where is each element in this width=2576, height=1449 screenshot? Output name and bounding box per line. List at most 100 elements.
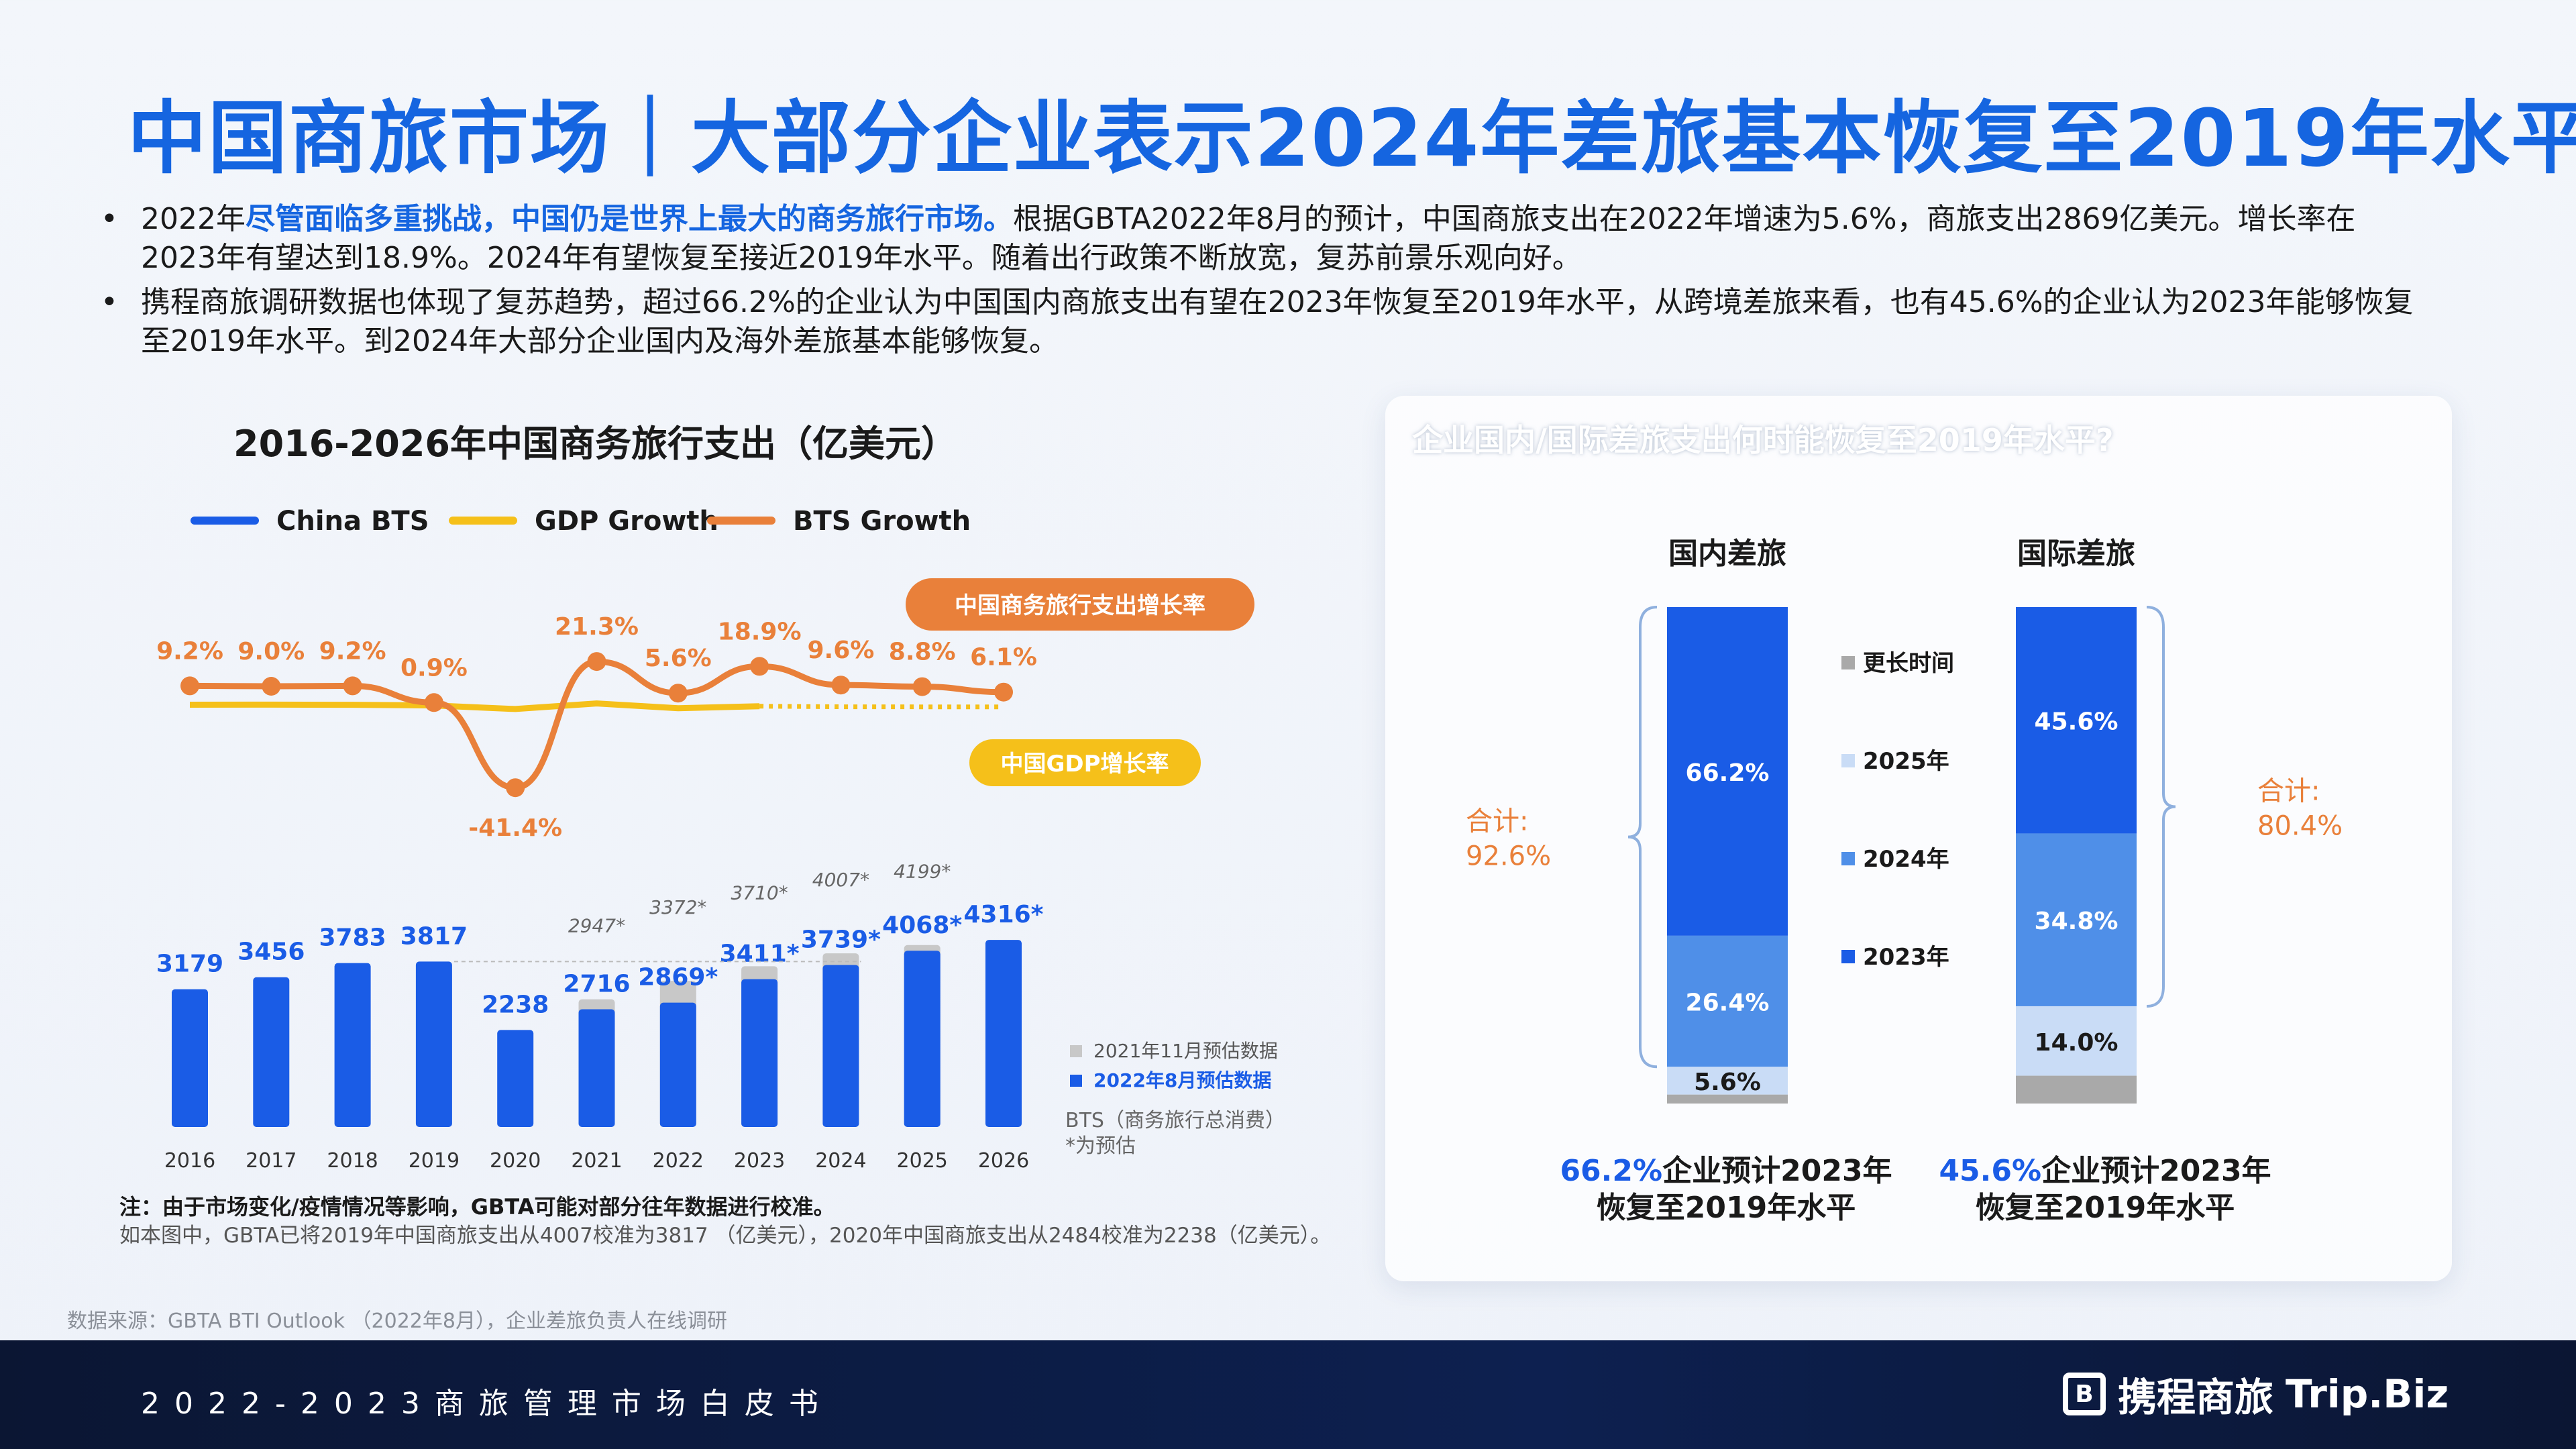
recovery-chart: 国内差旅 66.2% 26.4% 5.6% 国际差旅 45.6% 34.8% 14.0% 更长时… (1466, 537, 2343, 1225)
bar-value-label: 2716 (563, 971, 630, 998)
panel-title: 企业国内/国际差旅支出何时能恢复至2019年水平? (1412, 422, 2114, 458)
footer-series-title: 2022-2023商旅管理市场白皮书 (141, 1387, 833, 1421)
legend-label: 更长时间 (1863, 650, 1954, 677)
stack-segment (2016, 1006, 2137, 1076)
bar-estimate-label: 4007* (812, 869, 869, 891)
footer-band (0, 1340, 2576, 1449)
bar-2022-estimate (334, 963, 371, 1127)
bar-2022-estimate (497, 1030, 534, 1127)
x-tick-label: 2019 (409, 1149, 460, 1173)
footnote-1: 注：由于市场变化/疫情情况等影响，GBTA可能对部分往年数据进行校准。 (119, 1194, 835, 1220)
bullet-1-body: 根据GBTA2022年8月的预计，中国商旅支出在2022年增速为5.6%，商旅支… (141, 202, 2356, 275)
bar-2022-estimate (741, 979, 778, 1127)
legend-label: 2025年 (1863, 748, 1949, 775)
bar-value-label: 2869* (638, 964, 718, 991)
bts-growth-point (912, 677, 932, 696)
growth-lines: 9.2% 9.0% 9.2% 0.9% -41.4% 21.3%5.6%18.9%9.6%… (156, 613, 1037, 842)
growth-label: -41.4% (468, 814, 562, 842)
note-forecast: *为预估 (1065, 1134, 1136, 1158)
bts-growth-point (424, 693, 443, 712)
growth-label: 9.6% (807, 637, 874, 664)
bar-2022-estimate (659, 1002, 696, 1127)
stack-value-label: 66.2% (1686, 759, 1770, 787)
bar-estimate-label: 3372* (649, 896, 706, 918)
legend-swatch (1841, 656, 1855, 669)
stack-segment (1667, 1067, 1788, 1095)
recovery-panel: 企业国内/国际差旅支出何时能恢复至2019年水平? 国内差旅 66.2% 26.4%… (1385, 396, 2452, 1281)
footnote-2: 如本图中，GBTA已将2019年中国商旅支出从4007校准为3817 （亿美元）… (119, 1224, 1331, 1248)
bullet-list: • 2022年尽管面临多重挑战，中国仍是世界上最大的商务旅行市场。根据GBTA2… (101, 200, 2415, 366)
bar-2022-estimate (415, 961, 452, 1127)
gdp-growth-forecast-line (759, 704, 1004, 710)
bts-growth-point (831, 676, 851, 695)
legend-label: China BTS (276, 506, 429, 537)
x-tick-label: 2026 (978, 1149, 1029, 1173)
brand-name-cn: 携程商旅 (2118, 1375, 2274, 1420)
caption-text: 企业预计2023年 (2041, 1154, 2271, 1188)
bar-value-label: 3783 (319, 924, 386, 952)
total-value: 80.4% (2257, 810, 2343, 841)
total-label: 合计: (2257, 775, 2320, 806)
caption-line-1: 45.6%企业预计2023年 (1939, 1154, 2271, 1188)
legend-swatch (1841, 754, 1855, 767)
x-tick-label: 2020 (490, 1149, 541, 1173)
note-bts: BTS（商务旅行总消费） (1065, 1109, 1285, 1132)
growth-label: 9.2% (156, 637, 223, 665)
bullet-2-body: 携程商旅调研数据也体现了复苏趋势，超过66.2%的企业认为中国国内商旅支出有望在… (141, 285, 2414, 358)
bar-value-label: 3739* (801, 926, 881, 953)
growth-label: 18.9% (718, 618, 802, 645)
bts-growth-point (506, 778, 525, 798)
bts-growth-point (180, 676, 199, 696)
legend-label-2021: 2021年11月预估数据 (1093, 1040, 1278, 1062)
growth-label: 0.9% (400, 654, 468, 682)
x-tick-label: 2018 (327, 1149, 378, 1173)
legend-label: 2024年 (1863, 846, 1949, 873)
growth-label: 6.1% (970, 644, 1037, 672)
total-value: 92.6% (1466, 841, 1551, 872)
bar-2022-estimate (822, 965, 859, 1127)
legend-label-2022: 2022年8月预估数据 (1093, 1069, 1271, 1091)
growth-label: 5.6% (645, 645, 712, 672)
stack-segment (2016, 1075, 2137, 1104)
total-brace (1627, 606, 1658, 1069)
bts-growth-point (262, 677, 281, 696)
chart-notes: 2021年11月预估数据 2022年8月预估数据 BTS（商务旅行总消费）*为预估注… (119, 1040, 1331, 1248)
bar-2022-estimate (904, 951, 941, 1127)
stack-value-label: 14.0% (2035, 1029, 2118, 1057)
gdp-growth-callout-label: 中国GDP增长率 (1000, 751, 1169, 777)
bts-growth-line (189, 658, 1004, 791)
x-tick-label: 2025 (897, 1149, 948, 1173)
bar-2022-estimate (253, 977, 290, 1127)
legend-label: 2023年 (1863, 944, 1949, 971)
bar-value-label: 2238 (482, 991, 549, 1018)
legend-label: BTS Growth (793, 506, 971, 537)
chart-title: 2016-2026年中国商务旅行支出（亿美元） (233, 423, 957, 465)
brand-name-en: Trip.Biz (2286, 1371, 2449, 1417)
bar-2022-estimate (172, 989, 208, 1127)
stack-segment (1667, 1094, 1788, 1104)
caption-highlight: 66.2% (1560, 1154, 1662, 1188)
legend-swatch-2022 (1070, 1075, 1082, 1087)
bts-growth-point (750, 657, 769, 676)
x-tick-label: 2022 (653, 1149, 704, 1173)
caption-line-2: 恢复至2019年水平 (1597, 1191, 1856, 1225)
bar-2022-estimate (985, 940, 1022, 1127)
stack-value-label: 34.8% (2035, 908, 2118, 935)
bar-estimate-label: 4199* (894, 861, 951, 883)
data-source: 数据来源：GBTA BTI Outlook （2022年8月），企业差旅负责人在… (67, 1309, 727, 1333)
x-tick-label: 2017 (246, 1149, 297, 1173)
x-tick-label: 2021 (571, 1149, 622, 1173)
growth-label: 21.3% (555, 613, 639, 641)
bar-estimate-label: 3710* (731, 881, 788, 904)
bar-estimate-label: 2947* (568, 915, 625, 937)
bullet-dot: • (101, 285, 118, 319)
legend-label: GDP Growth (535, 506, 718, 537)
stack-value-label: 45.6% (2035, 708, 2118, 736)
legend-swatch (1841, 950, 1855, 963)
bar-value-label: 3817 (400, 922, 468, 950)
stack-segment (1667, 607, 1788, 936)
bar-series: 3179 2016 3456 2017 3783 2018 3817 2019 2238 2020… (156, 861, 1044, 1173)
stack-value-label: 26.4% (1686, 989, 1770, 1017)
